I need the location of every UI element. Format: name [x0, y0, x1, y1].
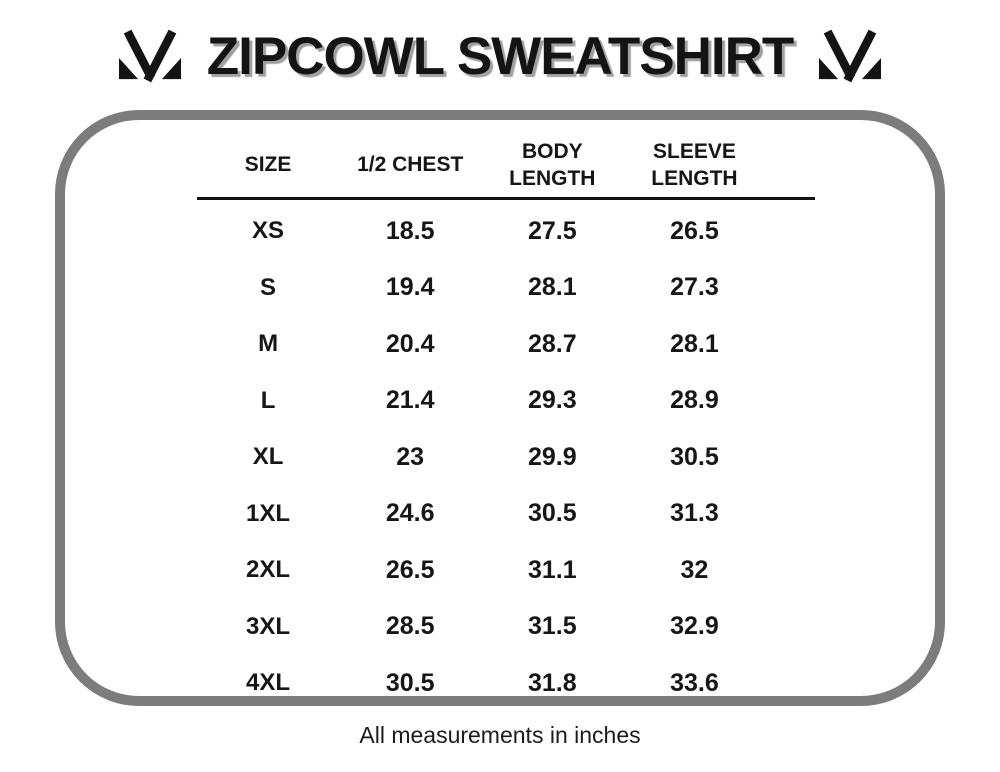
half-chest-value: 28.5: [385, 612, 435, 641]
half-chest-value: 26.5: [385, 555, 435, 584]
column-header-sleeve-length: SLEEVE LENGTH: [623, 138, 765, 193]
half-chest-value: 21.4: [385, 386, 435, 415]
table-row-l: L 21.4 29.3 28.9: [197, 373, 815, 430]
column-header-line: LENGTH: [509, 167, 596, 190]
table-row-s: S 19.4 28.1 27.3: [197, 260, 815, 317]
header-bar: ZIPCOWL SWEATSHIRT: [0, 0, 1000, 96]
size-table-body: XS 18.5 27.5 26.5 S 19.4 28.1 27.3 M 20.…: [197, 200, 815, 712]
body-length-value: 28.7: [527, 329, 577, 358]
body-length-value: 27.5: [527, 216, 577, 245]
table-row-m: M 20.4 28.7 28.1: [197, 316, 815, 373]
size-label: 2XL: [246, 556, 291, 584]
column-header-body-length: BODY LENGTH: [481, 138, 623, 193]
column-header-line: BODY: [521, 139, 583, 163]
table-row-4xl: 4XL 30.5 31.8 33.6: [197, 655, 815, 712]
sleeve-length-value: 28.1: [670, 329, 719, 358]
half-chest-value: 24.6: [385, 499, 435, 528]
column-header-size: SIZE: [197, 151, 339, 178]
sleeve-length-value: 31.3: [670, 499, 719, 528]
sleeve-length-value: 33.6: [670, 668, 719, 697]
size-table-header-row: SIZE 1/2 CHEST BODY LENGTH SLEEVE LENGTH: [197, 134, 815, 196]
body-length-value: 31.1: [527, 555, 577, 584]
sleeve-length-value: 32.9: [670, 612, 719, 641]
half-chest-value: 23: [396, 442, 425, 471]
size-label: S: [260, 273, 277, 301]
column-header-line: LENGTH: [651, 167, 738, 190]
half-chest-value: 20.4: [385, 329, 435, 358]
table-row-2xl: 2XL 26.5 31.1 32: [197, 542, 815, 599]
half-chest-value: 18.5: [385, 216, 435, 245]
page-title: ZIPCOWL SWEATSHIRT: [206, 26, 795, 86]
size-label: 4XL: [246, 669, 291, 697]
half-chest-value: 30.5: [385, 668, 435, 697]
size-table: SIZE 1/2 CHEST BODY LENGTH SLEEVE LENGTH…: [197, 120, 815, 712]
sleeve-length-value: 26.5: [670, 216, 719, 245]
brand-m-logo-icon: [117, 24, 183, 88]
header-divider-line: [197, 197, 815, 200]
column-header-line: SLEEVE: [653, 139, 736, 163]
size-label: XS: [252, 217, 285, 245]
body-length-value: 31.8: [527, 668, 577, 697]
table-row-3xl: 3XL 28.5 31.5 32.9: [197, 599, 815, 656]
body-length-value: 28.1: [527, 273, 577, 302]
size-label: XL: [252, 443, 284, 471]
table-row-1xl: 1XL 24.6 30.5 31.3: [197, 486, 815, 543]
sleeve-length-value: 27.3: [670, 273, 719, 302]
sleeve-length-value: 30.5: [670, 442, 719, 471]
size-label: 1XL: [246, 499, 291, 527]
table-row-xs: XS 18.5 27.5 26.5: [197, 203, 815, 260]
body-length-value: 31.5: [527, 612, 577, 641]
body-length-value: 29.3: [527, 386, 577, 415]
brand-m-logo-icon: [817, 24, 883, 88]
body-length-value: 29.9: [527, 442, 577, 471]
size-label: 3XL: [246, 612, 291, 640]
sleeve-length-value: 32: [680, 555, 709, 584]
body-length-value: 30.5: [527, 499, 577, 528]
size-label: L: [260, 386, 276, 414]
table-row-xl: XL 23 29.9 30.5: [197, 429, 815, 486]
column-header-half-chest: 1/2 CHEST: [339, 151, 481, 178]
half-chest-value: 19.4: [385, 273, 435, 302]
sleeve-length-value: 28.9: [670, 386, 719, 415]
size-label: M: [258, 330, 279, 358]
column-header-line: 1/2 CHEST: [357, 153, 464, 177]
column-header-line: SIZE: [244, 153, 292, 177]
size-chart-frame: SIZE 1/2 CHEST BODY LENGTH SLEEVE LENGTH…: [55, 110, 945, 706]
measurements-note: All measurements in inches: [359, 722, 641, 748]
